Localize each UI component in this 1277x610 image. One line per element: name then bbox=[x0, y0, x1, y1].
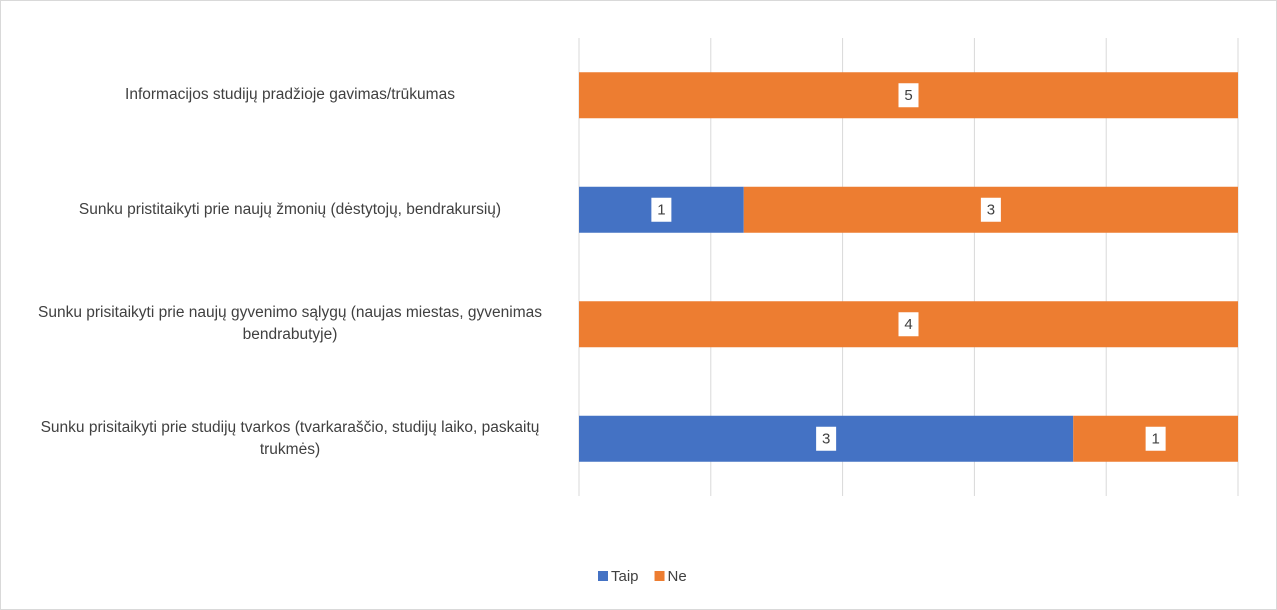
data-label-box bbox=[898, 312, 919, 337]
data-label: 3 bbox=[987, 202, 995, 219]
legend-swatch bbox=[598, 571, 608, 581]
data-label-box bbox=[1145, 426, 1166, 451]
data-label-box bbox=[980, 197, 1001, 222]
data-label: 5 bbox=[904, 87, 912, 104]
category-label: Informacijos studijų pradžioje gavimas/t… bbox=[125, 86, 455, 104]
legend-swatch bbox=[654, 571, 665, 581]
data-label: 3 bbox=[822, 431, 830, 448]
category-label: Sunku prisitaikyti prie studijų tvarkos … bbox=[40, 418, 540, 458]
data-label: 1 bbox=[1151, 431, 1159, 448]
category-label: Sunku prisitaikyti prie naujų gyvenimo s… bbox=[38, 304, 542, 344]
legend-label: Ne bbox=[668, 568, 687, 585]
data-label: 1 bbox=[657, 202, 665, 219]
data-label-box bbox=[898, 83, 919, 108]
legend-label: Taip bbox=[611, 568, 639, 585]
data-label: 4 bbox=[904, 316, 912, 333]
data-label-box bbox=[651, 197, 672, 222]
data-label-box bbox=[816, 426, 837, 451]
category-label: Sunku pristitaikyti prie naujų žmonių (d… bbox=[78, 200, 502, 218]
